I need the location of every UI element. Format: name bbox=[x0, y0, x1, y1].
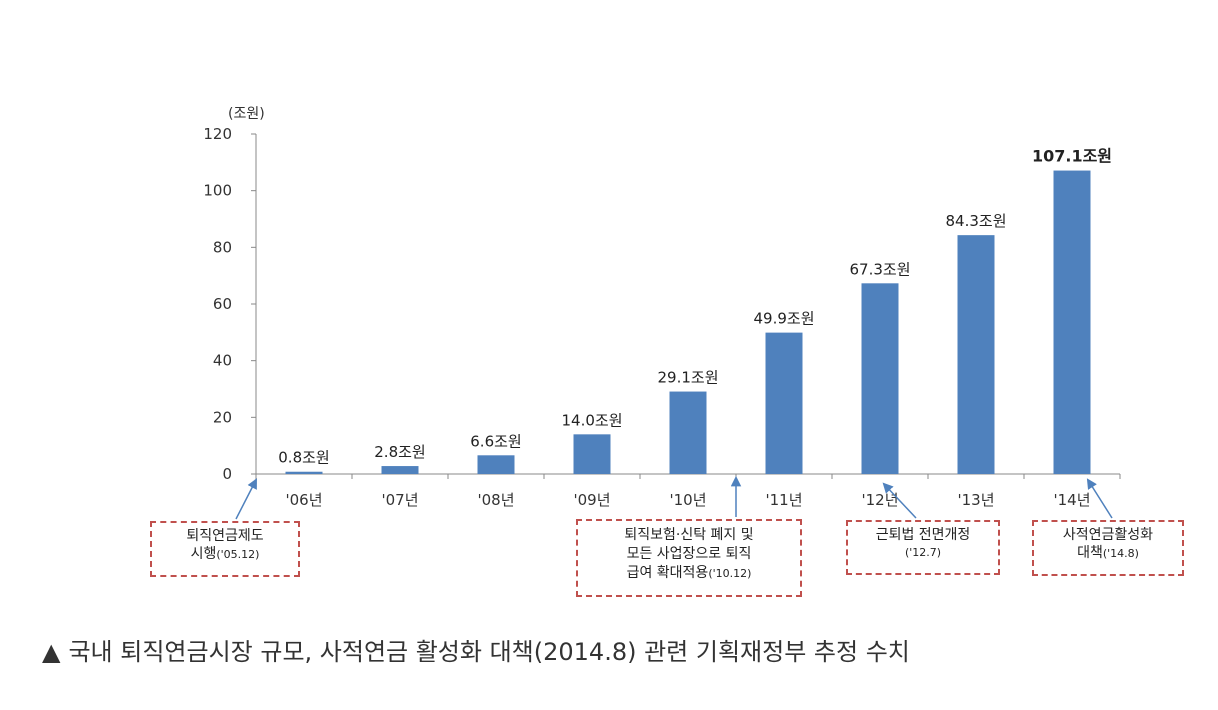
x-tick-label: '06년 bbox=[285, 491, 322, 509]
data-label: 107.1조원 bbox=[1032, 147, 1112, 166]
y-tick-label: 20 bbox=[213, 408, 232, 426]
bar bbox=[381, 466, 419, 474]
annotation-date: ('12.7) bbox=[904, 546, 942, 559]
bar bbox=[1053, 170, 1091, 475]
bar bbox=[573, 434, 611, 474]
annotation-text: 급여 확대적용('10.12) bbox=[586, 564, 792, 583]
annotation-text: 시행 bbox=[190, 546, 217, 562]
annotation-arrow bbox=[1086, 478, 1113, 519]
y-unit-label: (조원) bbox=[228, 106, 265, 122]
annotation-box-2010: 퇴직보험·신탁 폐지 및 모든 사업장으로 퇴직 급여 확대적용('10.12) bbox=[576, 519, 802, 597]
annotation-text: 모든 사업장으로 퇴직 bbox=[626, 546, 752, 562]
annotation-text: 퇴직보험·신탁 폐지 및 bbox=[624, 527, 754, 543]
annotation-text: 근퇴법 전면개정 bbox=[875, 527, 971, 543]
bar bbox=[477, 455, 515, 474]
annotation-text: 퇴직연금제도 bbox=[186, 528, 264, 544]
x-tick-label: '08년 bbox=[477, 491, 514, 509]
y-tick-label: 60 bbox=[213, 295, 232, 313]
annotation-date: ('14.8) bbox=[1102, 547, 1139, 560]
data-label: 67.3조원 bbox=[850, 260, 911, 278]
data-label: 14.0조원 bbox=[562, 411, 623, 429]
annotation-box-2012: 근퇴법 전면개정 ('12.7) bbox=[846, 520, 1000, 575]
x-tick-label: '13년 bbox=[957, 491, 994, 509]
bar bbox=[957, 235, 995, 474]
annotation-text: 시행('05.12) bbox=[160, 545, 290, 564]
data-label: 49.9조원 bbox=[754, 310, 815, 328]
data-label: 0.8조원 bbox=[278, 449, 329, 467]
annotation-date: ('10.12) bbox=[708, 567, 752, 580]
figure-caption: ▲ 국내 퇴직연금시장 규모, 사적연금 활성화 대책(2014.8) 관련 기획… bbox=[42, 632, 910, 667]
annotation-text: 사적연금활성화 bbox=[1062, 527, 1154, 543]
annotation-box-2005: 퇴직연금제도 시행('05.12) bbox=[150, 521, 300, 577]
bars: 0.8조원 2.8조원 6.6조원 14.0조원 29.1조원 49.9조원 67.3조원 8… bbox=[278, 147, 1112, 475]
x-tick-label: '10년 bbox=[669, 491, 706, 509]
bar bbox=[285, 471, 323, 474]
data-label: 84.3조원 bbox=[946, 212, 1007, 230]
annotation-arrow bbox=[235, 478, 257, 520]
bar-chart: (조원) 0 20 40 60 80 100 120 '06년 '07년 '08년 '09년 '10… bbox=[203, 106, 1121, 520]
x-axis: '06년 '07년 '08년 '09년 '10년 '11년 '12년 '13년 '14년 bbox=[255, 473, 1121, 509]
x-tick-label: '14년 bbox=[1053, 491, 1090, 509]
y-tick-label: 120 bbox=[203, 125, 232, 143]
data-label: 2.8조원 bbox=[374, 443, 425, 461]
annotation-arrow bbox=[882, 482, 917, 519]
bar bbox=[861, 283, 899, 474]
annotation-text: 급여 확대적용 bbox=[626, 565, 709, 581]
bar bbox=[669, 391, 707, 474]
y-tick-label: 100 bbox=[203, 182, 232, 200]
annotation-arrows bbox=[235, 475, 1113, 520]
y-tick-label: 40 bbox=[213, 352, 232, 370]
y-tick-label: 0 bbox=[222, 465, 232, 483]
annotation-box-2014: 사적연금활성화 대책('14.8) bbox=[1032, 520, 1184, 576]
data-label: 29.1조원 bbox=[658, 369, 719, 387]
x-tick-label: '07년 bbox=[381, 491, 418, 509]
annotation-date: ('05.12) bbox=[216, 548, 260, 561]
x-tick-label: '11년 bbox=[765, 491, 802, 509]
annotation-text: 대책 bbox=[1077, 545, 1103, 561]
y-axis: 0 20 40 60 80 100 120 bbox=[203, 125, 257, 483]
annotation-text: 대책('14.8) bbox=[1042, 544, 1174, 563]
caption-text: 국내 퇴직연금시장 규모, 사적연금 활성화 대책(2014.8) 관련 기획재… bbox=[68, 638, 910, 666]
x-tick-label: '09년 bbox=[573, 491, 610, 509]
y-tick-label: 80 bbox=[213, 238, 232, 256]
x-tick-label: '12년 bbox=[861, 491, 898, 509]
bar bbox=[765, 332, 803, 474]
triangle-icon: ▲ bbox=[42, 638, 61, 666]
data-label: 6.6조원 bbox=[470, 432, 521, 450]
